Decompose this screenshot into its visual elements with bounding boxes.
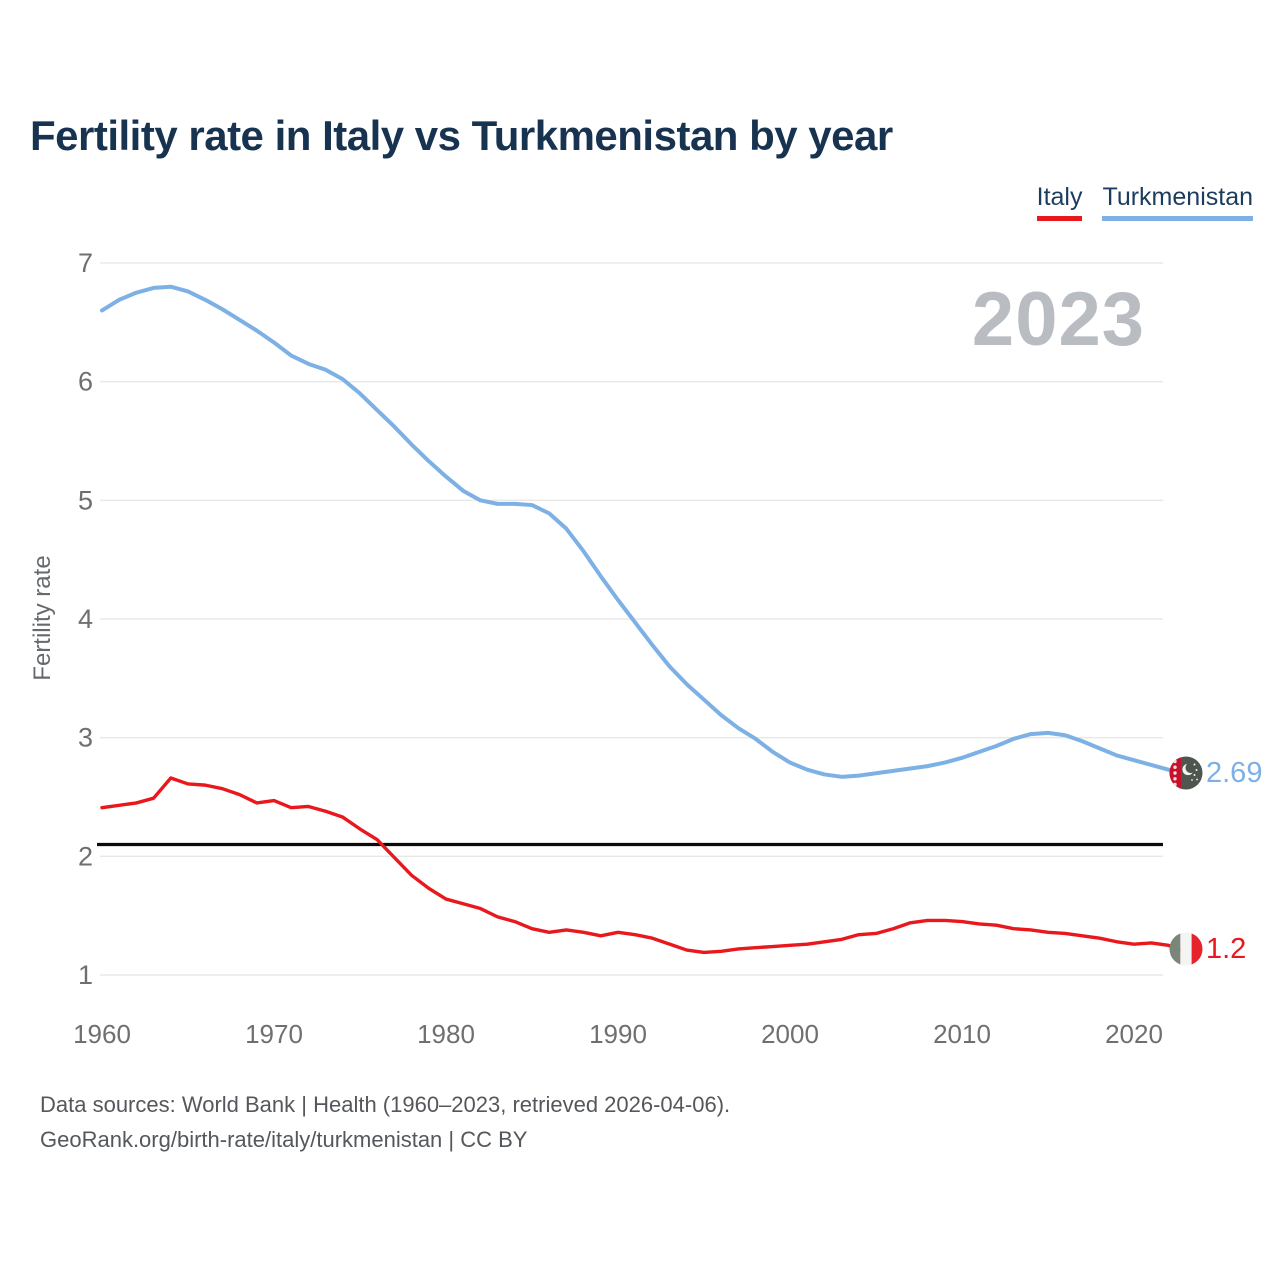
y-tick-label-3: 3	[78, 723, 93, 753]
legend-item-italy[interactable]: Italy	[1036, 183, 1083, 221]
page-title: Fertility rate in Italy vs Turkmenistan …	[30, 112, 893, 159]
y-tick-label-5: 5	[78, 485, 93, 515]
attribution-line: GeoRank.org/birth-rate/italy/turkmenista…	[40, 1127, 528, 1152]
legend-label-turkmenistan: Turkmenistan	[1102, 183, 1253, 211]
y-tick-label-7: 7	[78, 248, 93, 278]
x-tick-label-1960: 1960	[73, 1019, 131, 1049]
italy-line	[100, 776, 1188, 955]
turkmenistan-end-value: 2.69	[1206, 757, 1263, 789]
x-tick-label-2020: 2020	[1105, 1019, 1163, 1049]
legend-item-turkmenistan[interactable]: Turkmenistan	[1102, 183, 1253, 221]
y-axis-title: Fertility rate	[29, 555, 56, 681]
y-tick-label-4: 4	[78, 604, 93, 634]
x-tick-label-1990: 1990	[589, 1019, 647, 1049]
turkmenistan-line	[100, 284, 1188, 779]
y-tick-label-6: 6	[78, 367, 93, 397]
y-tick-label-1: 1	[78, 960, 93, 990]
year-watermark: 2023	[971, 277, 1145, 362]
italy-flag-icon	[1169, 932, 1203, 966]
x-tick-label-2000: 2000	[761, 1019, 819, 1049]
x-tick-label-2010: 2010	[933, 1019, 991, 1049]
italy-end-value: 1.2	[1206, 933, 1247, 965]
x-tick-label-1970: 1970	[245, 1019, 303, 1049]
y-tick-label-2: 2	[78, 841, 93, 871]
data-source-line: Data sources: World Bank | Health (1960–…	[40, 1092, 731, 1117]
turkmenistan-flag-icon	[1169, 756, 1203, 790]
x-tick-label-1980: 1980	[417, 1019, 475, 1049]
legend: Italy Turkmenistan	[1036, 183, 1253, 221]
legend-label-italy: Italy	[1036, 183, 1083, 211]
